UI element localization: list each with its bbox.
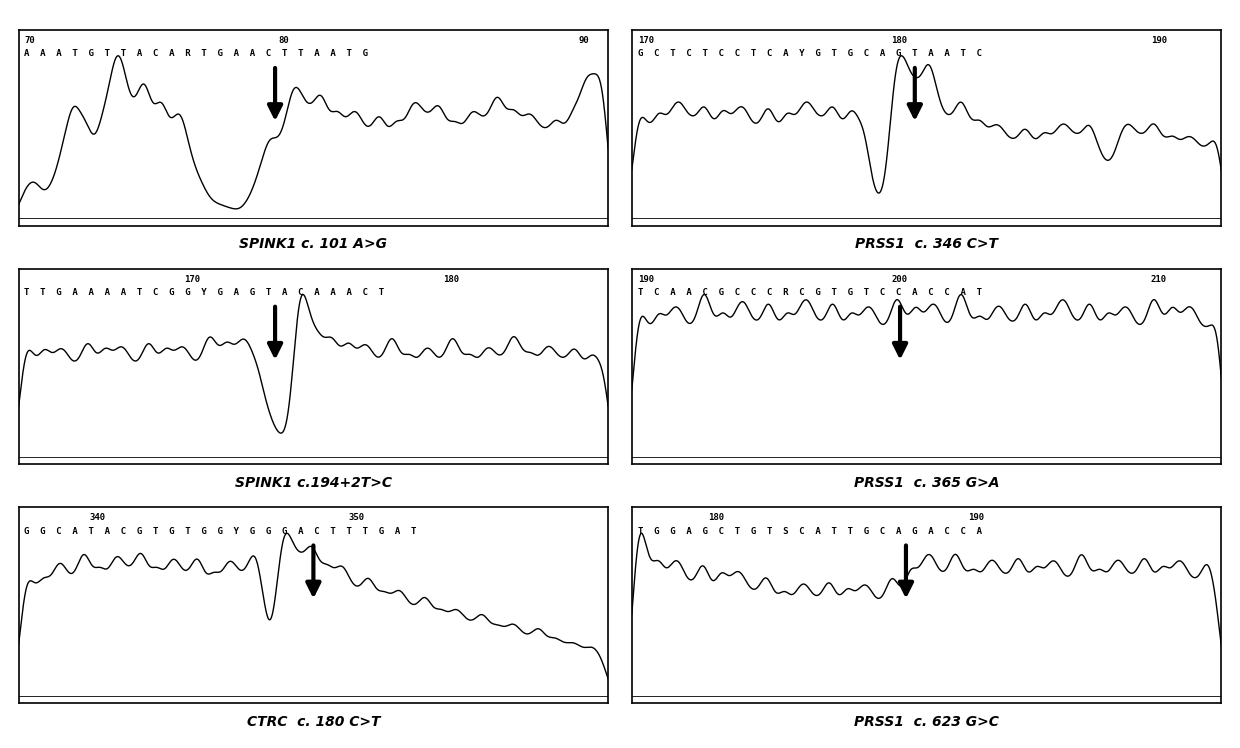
Text: 190: 190 bbox=[637, 275, 653, 283]
Text: G  C  T  C  T  C  C  T  C  A  Y  G  T  G  C  A  G  T  A  A  T  C: G C T C T C C T C A Y G T G C A G T A A … bbox=[637, 49, 982, 58]
Text: 210: 210 bbox=[1151, 275, 1167, 283]
Text: SPINK1 c.194+2T>C: SPINK1 c.194+2T>C bbox=[234, 476, 392, 490]
Text: 170: 170 bbox=[637, 36, 653, 45]
Text: 90: 90 bbox=[579, 36, 589, 45]
Text: A  A  A  T  G  T  T  A  C  A  R  T  G  A  A  C  T  T  A  A  T  G: A A A T G T T A C A R T G A A C T T A A … bbox=[25, 49, 368, 58]
Text: 180: 180 bbox=[443, 275, 459, 283]
Text: T  T  G  A  A  A  A  T  C  G  G  Y  G  A  G  T  A  C  A  A  A  C  T: T T G A A A A T C G G Y G A G T A C A A … bbox=[25, 288, 384, 297]
Text: 180: 180 bbox=[708, 513, 724, 522]
Text: T  C  A  A  C  G  C  C  C  R  C  G  T  G  T  C  C  A  C  C  A  T: T C A A C G C C C R C G T G T C C A C C … bbox=[637, 288, 982, 297]
Text: 190: 190 bbox=[968, 513, 985, 522]
Text: T  G  G  A  G  C  T  G  T  S  C  A  T  T  G  C  A  G  A  C  C  A: T G G A G C T G T S C A T T G C A G A C … bbox=[637, 527, 982, 536]
Text: 180: 180 bbox=[892, 36, 908, 45]
Text: SPINK1 c. 101 A>G: SPINK1 c. 101 A>G bbox=[239, 237, 387, 251]
Text: G  G  C  A  T  A  C  G  T  G  T  G  G  Y  G  G  G  A  C  T  T  T  G  A  T: G G C A T A C G T G T G G Y G G G A C T … bbox=[25, 527, 417, 536]
Text: 190: 190 bbox=[1151, 36, 1167, 45]
Text: 70: 70 bbox=[25, 36, 35, 45]
Text: 80: 80 bbox=[278, 36, 289, 45]
Text: PRSS1  c. 346 C>T: PRSS1 c. 346 C>T bbox=[856, 237, 998, 251]
Text: 340: 340 bbox=[89, 513, 105, 522]
Text: PRSS1  c. 365 G>A: PRSS1 c. 365 G>A bbox=[854, 476, 999, 490]
Text: PRSS1  c. 623 G>C: PRSS1 c. 623 G>C bbox=[854, 715, 999, 729]
Text: 350: 350 bbox=[348, 513, 365, 522]
Text: CTRC  c. 180 C>T: CTRC c. 180 C>T bbox=[247, 715, 381, 729]
Text: 170: 170 bbox=[184, 275, 200, 283]
Text: 200: 200 bbox=[892, 275, 908, 283]
